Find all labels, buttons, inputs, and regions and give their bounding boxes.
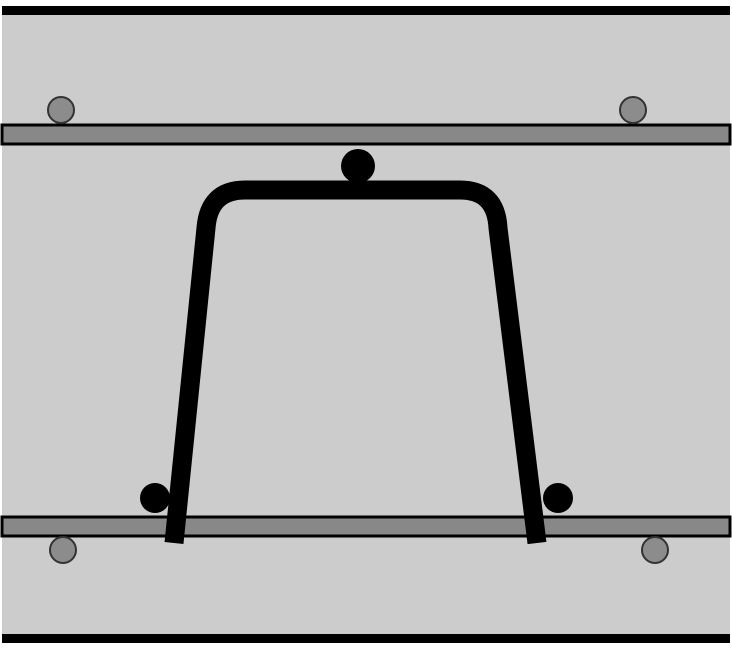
trapezoid-stirrup [164,180,547,545]
top-longitudinal-bar [0,123,732,146]
slab-bottom-face [2,634,730,643]
diagram-background [2,8,730,640]
bottom-left-cross-bar [49,536,77,564]
slab-top-face [2,6,730,15]
bottom-right-cross-bar [641,536,669,564]
stirrup-left-bar [140,483,170,513]
top-right-cross-bar [619,96,647,124]
top-left-cross-bar [47,96,75,124]
stirrup-right-bar [543,483,573,513]
bottom-longitudinal-bar [0,515,732,538]
stirrup-top-bar [341,149,375,183]
